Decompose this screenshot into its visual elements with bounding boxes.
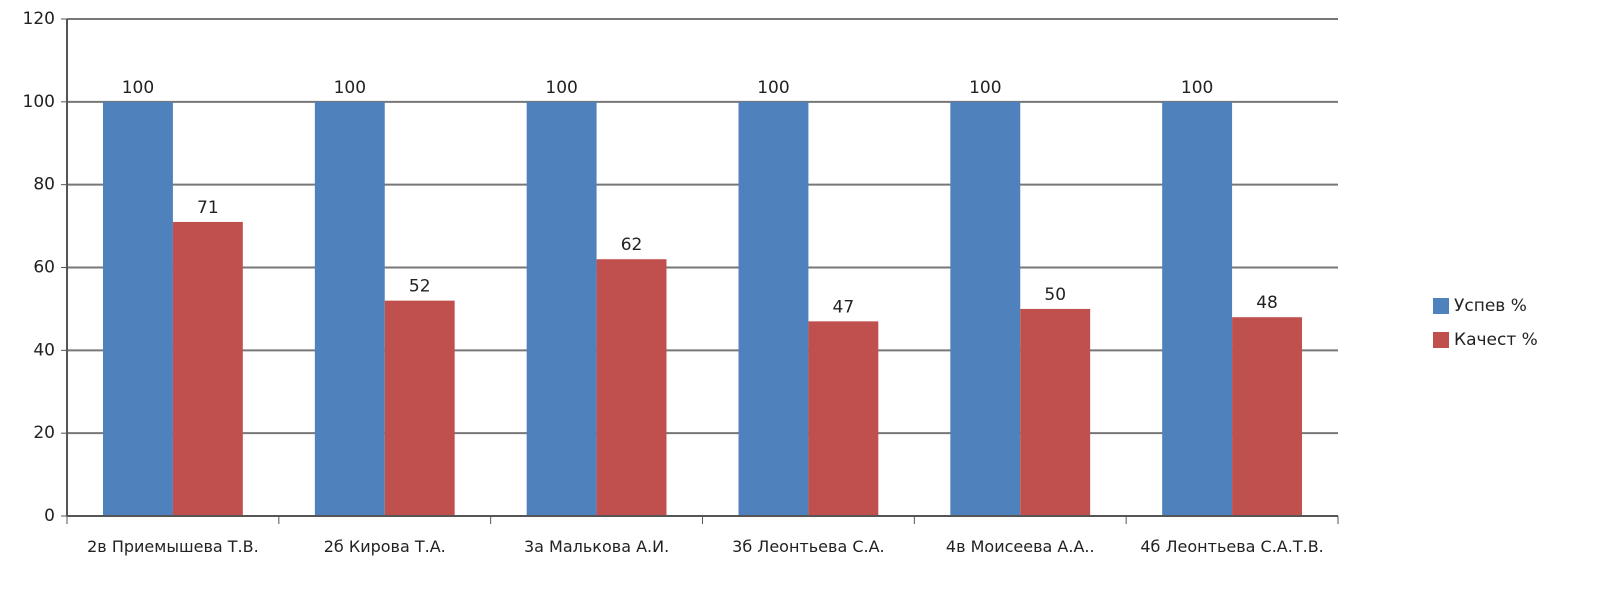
bar — [384, 300, 455, 516]
x-tick-label: 3а Малькова А.И. — [523, 537, 670, 556]
value-label: 50 — [1044, 285, 1066, 305]
value-label: 100 — [969, 78, 1001, 98]
value-label: 48 — [1256, 293, 1278, 313]
value-label: 71 — [197, 198, 219, 218]
value-label: 100 — [334, 78, 366, 98]
bar — [1020, 308, 1091, 516]
legend-label: Успев % — [1454, 296, 1527, 316]
x-tick-label: 2б Кирова Т.А. — [323, 537, 446, 556]
y-tick-label: 0 — [44, 506, 55, 526]
value-label: 100 — [545, 78, 577, 98]
bar — [1232, 317, 1302, 516]
legend-label: Качест % — [1454, 330, 1538, 350]
bar — [526, 101, 597, 516]
bar — [1162, 101, 1233, 516]
value-label: 52 — [409, 277, 431, 297]
y-tick-label: 40 — [33, 340, 55, 360]
x-tick-label: 2в Приемышева Т.В. — [87, 537, 259, 556]
y-tick-label: 20 — [33, 423, 55, 443]
y-tick-label: 80 — [33, 175, 55, 195]
value-label: 100 — [757, 78, 789, 98]
value-label: 62 — [621, 235, 643, 255]
legend-swatch — [1433, 332, 1449, 348]
y-tick-label: 120 — [23, 9, 55, 29]
x-tick-label: 4в Моисеева А.А.. — [945, 537, 1095, 556]
x-tick-label: 4б Леонтьева С.А.Т.В. — [1140, 537, 1324, 556]
bar — [738, 101, 809, 516]
bar — [950, 101, 1021, 516]
bar — [103, 101, 173, 516]
bar — [172, 221, 243, 517]
bar — [596, 259, 667, 516]
bar — [808, 321, 879, 516]
y-tick-label: 100 — [23, 92, 55, 112]
bar — [314, 101, 385, 516]
value-label: 100 — [122, 78, 154, 98]
value-label: 100 — [1181, 78, 1213, 98]
y-tick-label: 60 — [33, 258, 55, 278]
value-label: 47 — [833, 297, 855, 317]
legend-swatch — [1433, 298, 1449, 314]
x-tick-label: 3б Леонтьева С.А. — [732, 537, 885, 556]
